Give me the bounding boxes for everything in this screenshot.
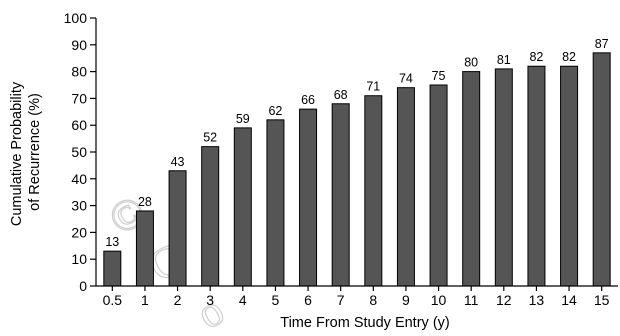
y-tick-label-100: 100 xyxy=(64,10,88,26)
bar-5 xyxy=(266,119,285,287)
x-tick-label-15: 15 xyxy=(594,292,610,308)
data-label-4: 59 xyxy=(236,112,250,126)
y-tick-label-10: 10 xyxy=(71,251,87,267)
x-tick-label-0.5: 0.5 xyxy=(103,292,123,308)
data-label-14: 82 xyxy=(562,50,576,64)
y-tick-label-90: 90 xyxy=(71,37,87,53)
data-label-0.5: 13 xyxy=(105,235,119,249)
bar-1 xyxy=(135,210,154,287)
x-tick-label-12: 12 xyxy=(496,292,512,308)
bar-6 xyxy=(299,108,318,287)
bar-13 xyxy=(527,65,546,287)
bar-0.5 xyxy=(103,250,122,287)
data-label-3: 52 xyxy=(203,131,217,145)
data-label-5: 62 xyxy=(268,104,282,118)
bar-10 xyxy=(429,84,448,287)
bar-8 xyxy=(364,95,383,287)
y-axis-title-line-1: Cumulative Probability xyxy=(9,81,25,226)
y-tick-label-40: 40 xyxy=(71,171,87,187)
bar-2 xyxy=(168,170,187,287)
data-label-1: 28 xyxy=(138,195,152,209)
data-label-2: 43 xyxy=(171,155,185,169)
y-axis-title-line-2: of Recurrence (%) xyxy=(27,93,43,211)
data-label-12: 81 xyxy=(497,53,511,67)
x-tick-label-1: 1 xyxy=(141,292,149,308)
bar-9 xyxy=(396,87,415,287)
bar-15 xyxy=(592,52,611,287)
x-tick-label-14: 14 xyxy=(561,292,577,308)
y-axis-title: Cumulative Probability of Recurrence (%) xyxy=(9,78,43,226)
x-tick-label-5: 5 xyxy=(272,292,280,308)
data-label-8: 71 xyxy=(366,80,380,94)
data-label-11: 80 xyxy=(464,56,478,70)
y-tick-label-30: 30 xyxy=(71,198,87,214)
axes-group xyxy=(90,17,618,291)
x-tick-label-7: 7 xyxy=(337,292,345,308)
data-label-15: 87 xyxy=(595,37,609,51)
x-tick-label-13: 13 xyxy=(529,292,545,308)
bar-11 xyxy=(462,71,481,287)
bar-14 xyxy=(560,65,579,287)
x-tick-label-11: 11 xyxy=(464,292,479,308)
y-tick-label-20: 20 xyxy=(71,224,87,240)
data-label-10: 75 xyxy=(432,69,446,83)
bar-7 xyxy=(331,103,350,287)
y-tick-label-80: 80 xyxy=(71,64,87,80)
data-label-7: 68 xyxy=(334,88,348,102)
bar-12 xyxy=(494,68,513,287)
bar-3 xyxy=(201,146,220,287)
bars-group xyxy=(103,52,611,287)
x-tick-label-2: 2 xyxy=(174,292,182,308)
y-tick-label-60: 60 xyxy=(71,117,87,133)
y-tick-label-0: 0 xyxy=(79,278,87,294)
x-tick-label-9: 9 xyxy=(402,292,410,308)
x-tick-label-8: 8 xyxy=(369,292,377,308)
x-tick-label-10: 10 xyxy=(431,292,447,308)
x-tick-label-6: 6 xyxy=(304,292,312,308)
data-label-6: 66 xyxy=(301,93,315,107)
x-tick-label-3: 3 xyxy=(206,292,214,308)
y-tick-label-70: 70 xyxy=(71,90,87,106)
x-axis-title: Time From Study Entry (y) xyxy=(280,315,449,331)
y-tick-label-50: 50 xyxy=(71,144,87,160)
bar-4 xyxy=(233,127,252,287)
x-tick-label-4: 4 xyxy=(239,292,247,308)
data-label-13: 82 xyxy=(529,50,543,64)
data-label-9: 74 xyxy=(399,72,413,86)
